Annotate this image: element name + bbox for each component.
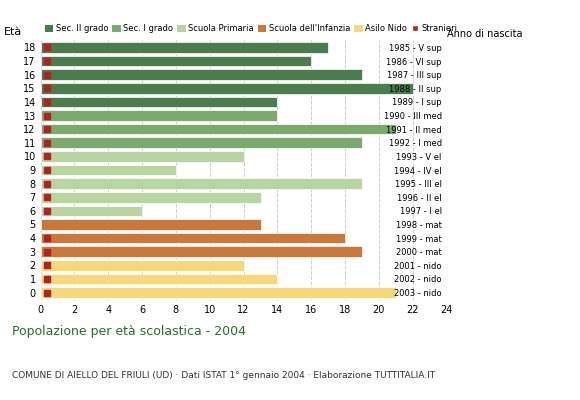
Bar: [41, 287, 396, 298]
Bar: [41, 124, 396, 134]
Bar: [41, 192, 260, 202]
Bar: [41, 219, 260, 230]
Bar: [41, 110, 277, 121]
Legend: Sec. II grado, Sec. I grado, Scuola Primaria, Scuola dell'Infanzia, Asilo Nido, : Sec. II grado, Sec. I grado, Scuola Prim…: [45, 24, 458, 33]
Bar: [41, 206, 142, 216]
Bar: [41, 56, 311, 66]
Bar: [41, 233, 345, 243]
Text: Anno di nascita: Anno di nascita: [447, 29, 522, 39]
Bar: [41, 178, 362, 189]
Text: Età: Età: [4, 27, 22, 37]
Bar: [41, 83, 413, 94]
Bar: [41, 165, 176, 175]
Bar: [41, 274, 277, 284]
Bar: [41, 260, 244, 270]
Text: COMUNE DI AIELLO DEL FRIULI (UD) · Dati ISTAT 1° gennaio 2004 · Elaborazione TUT: COMUNE DI AIELLO DEL FRIULI (UD) · Dati …: [12, 371, 435, 380]
Bar: [41, 138, 362, 148]
Bar: [41, 42, 328, 53]
Bar: [41, 246, 362, 257]
Bar: [41, 70, 362, 80]
Bar: [41, 97, 277, 107]
Text: Popolazione per età scolastica - 2004: Popolazione per età scolastica - 2004: [12, 325, 245, 338]
Bar: [41, 151, 244, 162]
